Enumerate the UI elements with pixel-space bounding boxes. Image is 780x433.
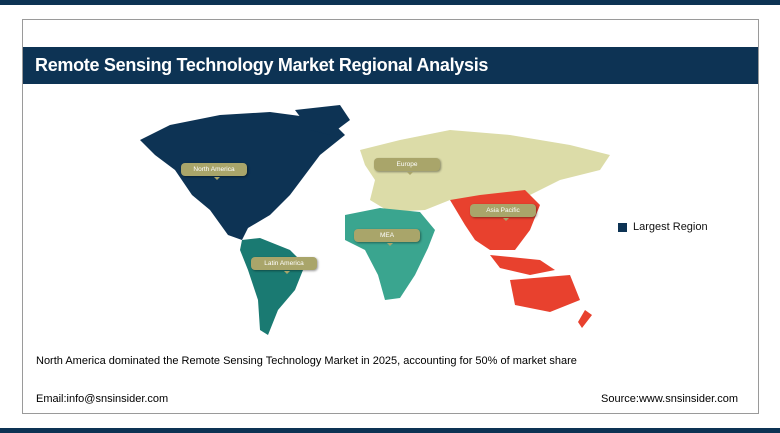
region-mea [345,208,435,300]
region-greenland [295,105,350,135]
region-asia-pacific [450,190,592,328]
region-north-america [140,112,345,240]
map-label-mea: MEA [354,229,420,246]
world-map [140,105,610,335]
email-text: Email:info@snsinsider.com [36,393,169,405]
legend-label: Largest Region [633,221,708,233]
map-label-europe: Europe [374,158,440,175]
summary-text: North America dominated the Remote Sensi… [36,355,577,367]
source-text: Source:www.snsinsider.com [601,393,738,405]
map-label-asia-pacific: Asia Pacific [470,204,536,221]
legend: Largest Region [618,221,708,233]
map-label-north-america: North America [181,163,247,180]
legend-swatch [618,222,627,232]
page-title: Remote Sensing Technology Market Regiona… [23,47,758,84]
bottom-bar [0,428,780,433]
region-europe-russia [360,130,610,212]
top-bar [0,0,780,5]
map-label-latin-america: Latin America [251,257,317,274]
region-latin-america [240,238,305,335]
